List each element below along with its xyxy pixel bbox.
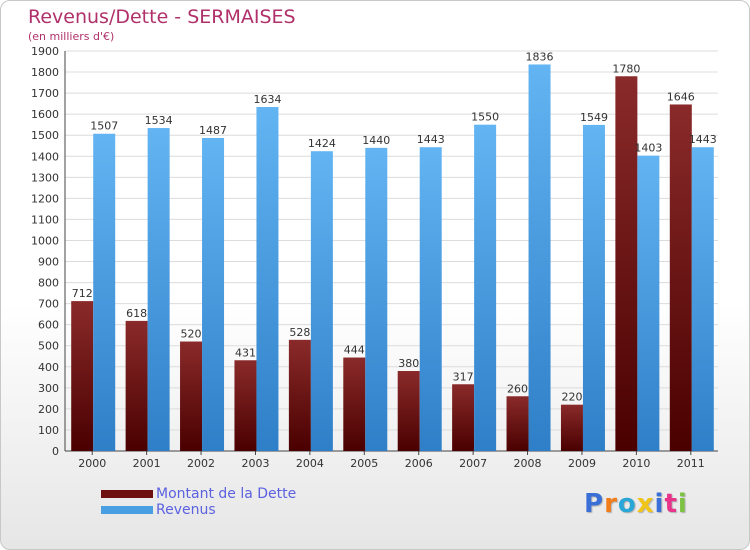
bar-dette: [234, 360, 257, 451]
data-label: 1443: [689, 133, 717, 146]
legend-label-revenus: Revenus: [156, 502, 216, 518]
bar-dette: [288, 339, 311, 451]
chart-title: Revenus/Dette - SERMAISES: [28, 6, 296, 28]
y-tick-label: 0: [52, 445, 59, 458]
data-label: 1549: [580, 111, 608, 124]
bar-revenus: [637, 155, 660, 451]
bar-revenus: [310, 151, 333, 452]
y-tick-label: 1500: [31, 129, 59, 142]
legend-swatch-revenus: [101, 506, 153, 514]
bar-dette: [125, 320, 148, 451]
y-tick-label: 800: [38, 277, 59, 290]
y-tick-label: 1000: [31, 234, 59, 247]
x-tick-label: 2010: [622, 457, 650, 470]
data-label: 528: [289, 326, 310, 339]
x-tick-label: 2003: [241, 457, 269, 470]
bar-revenus: [256, 107, 279, 451]
x-tick-label: 2011: [677, 457, 705, 470]
data-label: 1780: [612, 62, 640, 75]
y-tick-label: 1900: [31, 45, 59, 58]
data-label: 618: [126, 307, 147, 320]
y-tick-label: 200: [38, 403, 59, 416]
y-tick-label: 900: [38, 256, 59, 269]
data-label: 1507: [90, 120, 118, 133]
y-tick-label: 100: [38, 424, 59, 437]
proxiti-logo: Proxiti: [584, 489, 688, 519]
bar-revenus: [582, 124, 605, 451]
data-label: 1646: [667, 90, 695, 103]
data-label: 220: [561, 391, 582, 404]
data-label: 1487: [199, 124, 227, 137]
x-tick-label: 2009: [568, 457, 596, 470]
x-tick-label: 2004: [296, 457, 324, 470]
data-label: 1443: [417, 133, 445, 146]
data-label: 520: [181, 328, 202, 341]
data-label: 1440: [362, 134, 390, 147]
y-tick-label: 600: [38, 319, 59, 332]
bar-revenus: [474, 124, 497, 452]
bar-revenus: [147, 128, 170, 451]
data-label: 1534: [145, 114, 173, 127]
bar-dette: [669, 104, 692, 451]
bar-dette: [615, 76, 638, 452]
y-tick-label: 1100: [31, 213, 59, 226]
y-tick-label: 700: [38, 298, 59, 311]
x-tick-label: 2002: [187, 457, 215, 470]
bar-revenus: [365, 147, 388, 451]
y-tick-label: 1200: [31, 192, 59, 205]
x-tick-label: 2005: [350, 457, 378, 470]
y-tick-label: 500: [38, 340, 59, 353]
bar-dette: [71, 301, 94, 451]
data-label: 380: [398, 357, 419, 370]
x-tick-label: 2008: [514, 457, 542, 470]
bar-dette: [397, 371, 420, 451]
x-tick-label: 2000: [78, 457, 106, 470]
y-tick-label: 1700: [31, 87, 59, 100]
data-label: 317: [453, 370, 474, 383]
data-label: 1424: [308, 137, 336, 150]
chart-subtitle: (en milliers d'€): [28, 30, 115, 43]
data-label: 1403: [634, 142, 662, 155]
bar-dette: [180, 341, 203, 451]
data-label: 1836: [526, 50, 554, 63]
y-tick-label: 1400: [31, 150, 59, 163]
data-label: 260: [507, 382, 528, 395]
data-label: 712: [72, 287, 93, 300]
data-label: 444: [344, 344, 365, 357]
y-tick-label: 1800: [31, 66, 59, 79]
y-tick-label: 400: [38, 361, 59, 374]
x-tick-label: 2001: [133, 457, 161, 470]
bar-revenus: [419, 147, 442, 452]
data-label: 431: [235, 346, 256, 359]
bar-dette: [452, 384, 475, 451]
bar-revenus: [691, 147, 714, 452]
data-label: 1634: [253, 93, 281, 106]
bar-dette: [560, 404, 583, 451]
bar-revenus: [93, 133, 116, 451]
bar-revenus: [528, 64, 551, 451]
bar-dette: [506, 396, 529, 451]
y-tick-label: 1600: [31, 108, 59, 121]
y-tick-label: 300: [38, 382, 59, 395]
x-tick-label: 2007: [459, 457, 487, 470]
x-tick-label: 2006: [405, 457, 433, 470]
bar-dette: [343, 357, 366, 451]
bar-revenus: [202, 137, 225, 451]
data-label: 1550: [471, 111, 499, 124]
y-tick-label: 1300: [31, 171, 59, 184]
legend-label-dette: Montant de la Dette: [156, 486, 297, 502]
legend-swatch-dette: [101, 490, 153, 498]
